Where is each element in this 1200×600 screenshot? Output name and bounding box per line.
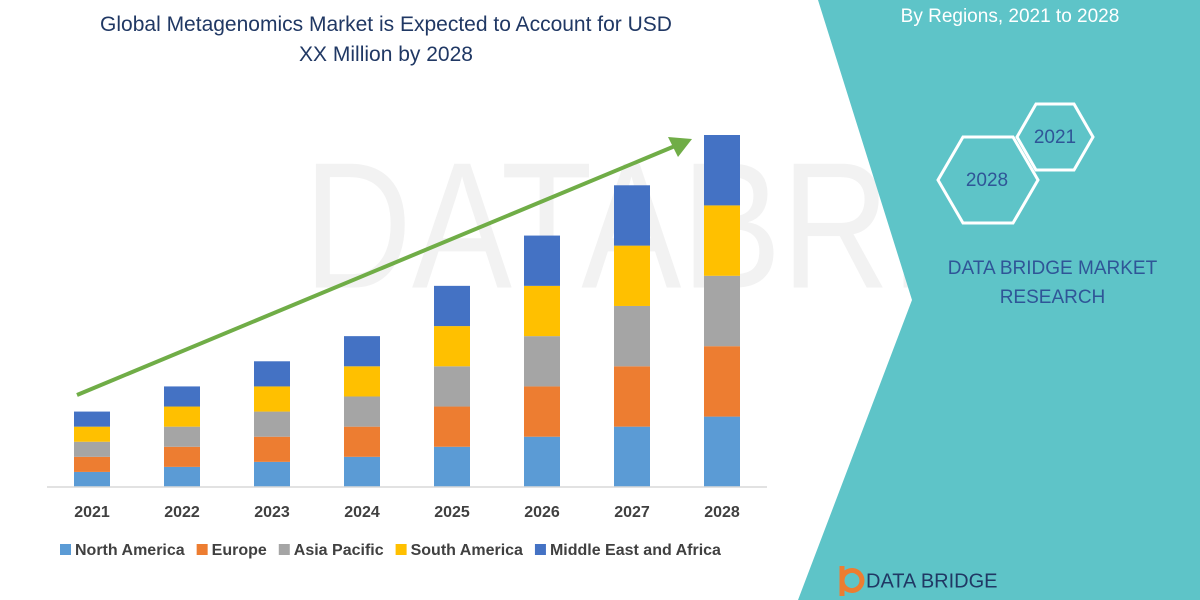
bar-segment	[344, 336, 380, 367]
side-panel-bg	[798, 0, 1200, 600]
logo-icon	[839, 566, 865, 596]
bar-segment	[704, 346, 740, 417]
trend-arrow	[76, 144, 676, 397]
legend-swatch	[395, 544, 407, 555]
bar-segment	[74, 456, 110, 472]
legend-swatch	[534, 544, 546, 555]
bar-segment	[344, 426, 380, 457]
bar-segment	[164, 406, 200, 427]
bar-segment	[614, 366, 650, 427]
bar-segment	[614, 426, 650, 487]
bar-segment	[254, 386, 290, 412]
legend-label: Europe	[212, 542, 267, 559]
bar-segment	[524, 436, 560, 487]
bar-segment	[434, 446, 470, 487]
legend-label: Asia Pacific	[294, 542, 384, 559]
bar-segment	[704, 275, 740, 347]
brand-name: DATA BRIDGE MARKET RESEARCH	[947, 258, 1158, 308]
bar-segment	[524, 336, 560, 387]
bar-segment	[524, 285, 560, 337]
bar-segment	[164, 446, 200, 467]
bar-segment	[74, 471, 110, 487]
bar-segment	[434, 366, 470, 407]
x-tick-label: 2025	[434, 504, 470, 521]
bar-segment	[74, 426, 110, 442]
logo-text: DATA BRIDGE	[866, 570, 998, 592]
hex-label: 2021	[1034, 127, 1076, 148]
bar-segment	[254, 436, 290, 462]
hexagon	[1015, 102, 1095, 172]
x-tick-label: 2021	[74, 504, 110, 521]
bar-segment	[254, 361, 290, 387]
bar-segment	[344, 456, 380, 487]
chart-title: Global Metagenomics Market is Expected t…	[100, 13, 672, 66]
bar-segment	[524, 235, 560, 286]
bar-segment	[434, 326, 470, 367]
bar-segment	[344, 366, 380, 397]
bar-segment	[164, 386, 200, 407]
legend-label: North America	[75, 542, 185, 559]
legend-label: Middle East and Africa	[550, 542, 721, 559]
bar-segment	[344, 396, 380, 427]
bar-segment	[164, 466, 200, 487]
x-tick-label: 2022	[164, 504, 200, 521]
bar-segment	[254, 411, 290, 437]
bar-segment	[704, 205, 740, 276]
bar-segment	[74, 441, 110, 457]
bar-segment	[164, 426, 200, 447]
hexagon	[936, 135, 1040, 225]
legend-swatch	[278, 544, 290, 555]
bar-segment	[74, 411, 110, 427]
hex-label: 2028	[966, 170, 1008, 191]
trend-arrowhead	[668, 137, 692, 157]
bar-segment	[614, 245, 650, 306]
bar-segment	[614, 185, 650, 246]
legend-swatch	[196, 544, 208, 555]
x-tick-label: 2026	[524, 504, 560, 521]
panel-subtitle: By Regions, 2021 to 2028	[900, 6, 1120, 27]
legend-label: South America	[411, 542, 523, 559]
bar-segment	[704, 135, 740, 206]
x-tick-label: 2023	[254, 504, 290, 521]
x-tick-label: 2024	[344, 504, 380, 521]
bar-segment	[434, 406, 470, 447]
legend-swatch	[60, 544, 71, 555]
x-tick-label: 2028	[704, 504, 740, 521]
bar-segment	[614, 305, 650, 367]
bar-segment	[704, 416, 740, 487]
bar-segment	[434, 285, 470, 327]
bar-segment	[524, 386, 560, 437]
x-tick-label: 2027	[614, 504, 650, 521]
bar-segment	[254, 461, 290, 487]
